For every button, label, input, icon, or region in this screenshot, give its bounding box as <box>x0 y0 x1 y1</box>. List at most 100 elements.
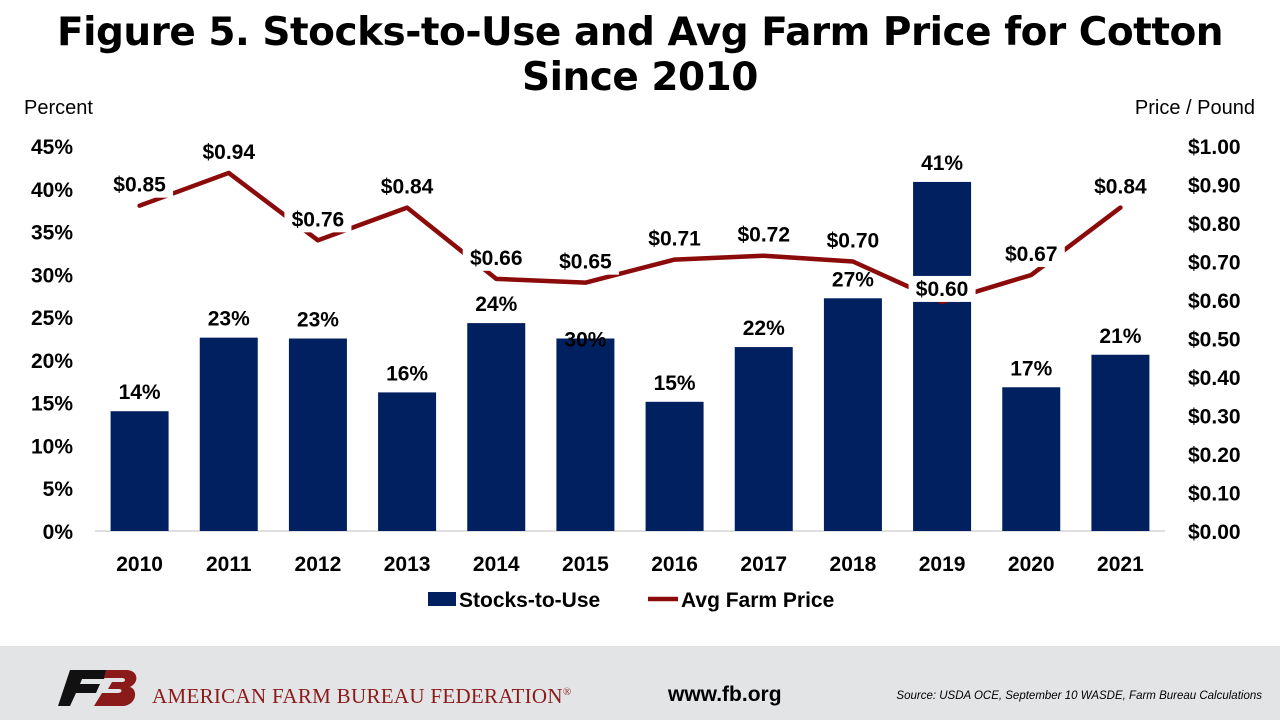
x-tick-label: 2021 <box>1097 553 1144 576</box>
bar <box>1002 387 1061 531</box>
footer-band: AMERICAN FARM BUREAU FEDERATION® www.fb.… <box>0 646 1280 720</box>
line-data-label: $0.72 <box>737 224 790 247</box>
y-left-tick-label: 30% <box>31 264 73 287</box>
bar-data-label: 15% <box>654 372 696 395</box>
y-left-tick-label: 20% <box>31 350 73 373</box>
website-link[interactable]: www.fb.org <box>668 683 782 706</box>
organization-name: AMERICAN FARM BUREAU FEDERATION® <box>152 684 572 709</box>
bar-data-label: 14% <box>119 381 161 404</box>
line-data-label-bg <box>1086 173 1154 200</box>
bar-data-label: 21% <box>1099 325 1141 348</box>
y-left-tick-label: 40% <box>31 179 73 202</box>
line-data-label-bg <box>730 221 798 248</box>
y-right-tick-label: $1.00 <box>1188 136 1241 159</box>
line-data-label-bg <box>106 171 174 198</box>
y-left-axis-title: Percent <box>24 97 93 119</box>
line-data-label-bg <box>551 248 619 275</box>
chart-legend: Stocks-to-Use Avg Farm Price <box>428 589 834 612</box>
bar-data-label: 41% <box>921 152 963 175</box>
y-right-tick-label: $0.70 <box>1188 252 1241 275</box>
combo-chart: Percent Price / Pound 0% 5% 10% 15% 20% 25% 30% 3… <box>24 97 1255 612</box>
bar <box>378 392 437 531</box>
y-right-tick-label: $0.60 <box>1188 290 1241 313</box>
line-data-label-bg <box>997 240 1065 267</box>
bar <box>913 181 972 531</box>
bar <box>823 298 882 531</box>
bar-data-label: 23% <box>297 309 339 332</box>
line-data-label: $0.76 <box>292 208 345 231</box>
bar <box>734 347 793 531</box>
line-data-label: $0.85 <box>113 174 166 197</box>
bar-data-label: 16% <box>386 362 428 385</box>
line-data-label-bg <box>284 206 352 233</box>
y-right-tick-label: $0.20 <box>1188 444 1241 467</box>
org-name-text: AMERICAN FARM BUREAU FEDERATION <box>152 684 563 708</box>
bar-data-label: 23% <box>208 308 250 331</box>
bar <box>556 338 615 531</box>
line-data-label: $0.60 <box>916 278 969 301</box>
x-tick-label: 2010 <box>116 553 163 576</box>
line-data-label-bg <box>819 227 887 254</box>
line-data-label-bg <box>908 275 976 302</box>
x-tick-label: 2016 <box>651 553 698 576</box>
bar <box>199 337 258 531</box>
x-tick-label: 2019 <box>919 553 966 576</box>
x-tick-label: 2018 <box>830 553 877 576</box>
bar <box>288 338 347 531</box>
line-data-label: $0.71 <box>648 228 701 251</box>
line-data-label: $0.65 <box>559 251 612 274</box>
bar-data-label: 17% <box>1010 357 1052 380</box>
y-left-tick-label: 45% <box>31 136 73 159</box>
line-data-label-bg <box>641 225 709 252</box>
y-right-tick-label: $0.90 <box>1188 175 1241 198</box>
line-data-label: $0.84 <box>381 176 434 199</box>
line-data-label-bg <box>195 138 263 165</box>
bar-data-label: 24% <box>475 293 517 316</box>
y-right-tick-label: $0.40 <box>1188 367 1241 390</box>
x-tick-label: 2013 <box>384 553 431 576</box>
legend-label-avg-farm-price: Avg Farm Price <box>681 589 834 612</box>
line-data-label: $0.84 <box>1094 176 1147 199</box>
y-left-tick-label: 10% <box>31 435 73 458</box>
line-data-label: $0.94 <box>202 141 255 164</box>
bar <box>645 401 704 531</box>
farm-bureau-logo <box>58 670 137 706</box>
y-right-tick-label: $0.80 <box>1188 213 1241 236</box>
x-tick-label: 2015 <box>562 553 609 576</box>
line-data-label: $0.66 <box>470 247 523 270</box>
line-data-label: $0.70 <box>827 230 880 253</box>
bar-data-labels: 14% 23% 23% 16% 24% 30% 15% 22% 27% 41% 17% 21% <box>119 152 1142 404</box>
y-left-tick-label: 35% <box>31 222 73 245</box>
legend-label-stocks-to-use: Stocks-to-Use <box>459 589 600 612</box>
x-tick-label: 2012 <box>295 553 342 576</box>
y-left-tick-label: 15% <box>31 393 73 416</box>
y-right-tick-label: $0.10 <box>1188 483 1241 506</box>
bar-data-label: 30% <box>564 329 606 352</box>
y-right-tick-label: $0.50 <box>1188 329 1241 352</box>
x-tick-label: 2020 <box>1008 553 1055 576</box>
x-tick-label: 2017 <box>740 553 787 576</box>
x-tick-label: 2014 <box>473 553 520 576</box>
y-right-axis-title: Price / Pound <box>1135 97 1255 119</box>
line-data-label-bg <box>462 244 530 271</box>
y-left-tick-label: 0% <box>43 521 74 544</box>
y-right-tick-label: $0.00 <box>1188 521 1241 544</box>
y-right-tick-label: $0.30 <box>1188 406 1241 429</box>
legend-swatch-stocks-to-use <box>428 592 456 606</box>
bar <box>1091 354 1150 531</box>
registered-mark: ® <box>562 686 572 698</box>
y-left-tick-label: 5% <box>43 478 74 501</box>
bar <box>467 323 526 531</box>
line-data-label-bg <box>373 173 441 200</box>
bar <box>110 411 169 531</box>
line-data-labels: $0.85 $0.94 $0.76 $0.84 $0.66 $0.65 $0.71 $0.72… <box>106 138 1154 302</box>
x-tick-label: 2011 <box>206 553 252 576</box>
chart-axes: Percent Price / Pound 0% 5% 10% 15% 20% 25% 30% 3… <box>24 97 1255 576</box>
chart-title: Figure 5. Stocks-to-Use and Avg Farm Pri… <box>56 10 1224 100</box>
y-left-tick-label: 25% <box>31 307 73 330</box>
bar-data-label: 22% <box>743 317 785 340</box>
line-data-label: $0.67 <box>1005 243 1058 266</box>
source-note: Source: USDA OCE, September 10 WASDE, Fa… <box>896 690 1262 702</box>
bars-stocks-to-use <box>110 181 1150 531</box>
bar-data-label: 27% <box>832 268 874 291</box>
